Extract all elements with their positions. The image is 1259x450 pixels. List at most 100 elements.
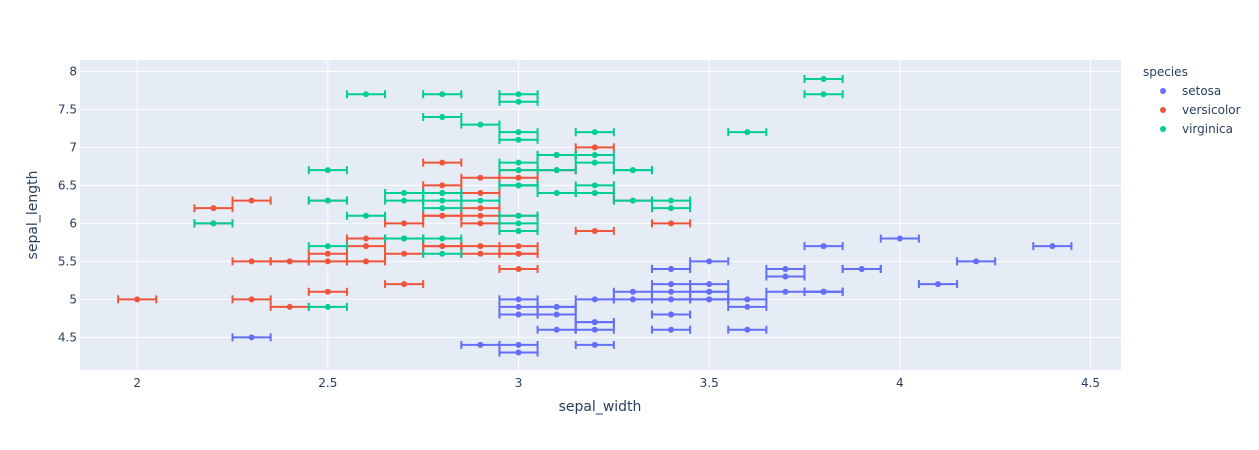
data-point-marker xyxy=(553,151,560,158)
data-point-marker xyxy=(668,296,675,303)
data-point-virginica xyxy=(307,242,348,251)
data-point-marker xyxy=(591,159,598,166)
data-point-setosa xyxy=(650,325,692,334)
data-point-marker xyxy=(973,258,980,265)
data-point-versicolor xyxy=(422,181,463,190)
x-tick-label: 3 xyxy=(515,376,523,390)
data-point-marker xyxy=(668,288,675,295)
data-point-setosa xyxy=(231,333,272,342)
data-point-virginica xyxy=(650,204,692,213)
data-point-virginica xyxy=(574,158,615,167)
data-point-virginica xyxy=(498,90,539,99)
data-point-marker xyxy=(744,303,751,310)
data-point-setosa xyxy=(841,264,882,273)
data-point-marker xyxy=(439,189,446,196)
data-point-marker xyxy=(744,326,751,333)
data-point-marker xyxy=(439,235,446,242)
data-point-versicolor xyxy=(422,158,463,167)
data-point-setosa xyxy=(765,264,806,273)
data-point-marker xyxy=(706,296,713,303)
data-point-marker xyxy=(477,197,484,204)
data-point-setosa xyxy=(498,340,539,349)
data-point-marker xyxy=(706,258,713,265)
y-tick-label: 7.5 xyxy=(58,102,77,116)
legend-marker-virginica xyxy=(1160,126,1166,132)
data-point-marker xyxy=(591,189,598,196)
data-point-marker xyxy=(439,113,446,120)
data-point-setosa xyxy=(574,325,615,334)
data-point-marker xyxy=(515,303,522,310)
data-point-marker xyxy=(515,296,522,303)
data-point-marker xyxy=(553,311,560,318)
data-point-marker xyxy=(744,296,751,303)
data-point-marker xyxy=(401,220,408,227)
data-point-marker xyxy=(668,205,675,212)
y-axis-title: sepal_length xyxy=(25,171,41,260)
data-point-versicolor xyxy=(574,226,615,235)
y-tick-label: 5.5 xyxy=(58,254,77,268)
data-point-setosa xyxy=(803,287,844,296)
x-tick-label: 2 xyxy=(133,376,141,390)
data-point-marker xyxy=(706,281,713,288)
data-point-versicolor xyxy=(498,264,539,273)
data-point-marker xyxy=(515,349,522,356)
data-point-marker xyxy=(439,243,446,250)
data-point-marker xyxy=(668,197,675,204)
data-point-setosa xyxy=(612,295,653,304)
data-point-virginica xyxy=(384,234,425,243)
legend-title: species xyxy=(1143,65,1188,79)
data-point-setosa xyxy=(879,234,920,243)
data-point-virginica xyxy=(422,196,463,205)
y-tick-label: 7 xyxy=(69,140,77,154)
data-point-setosa xyxy=(727,302,768,311)
data-point-marker xyxy=(477,212,484,219)
legend-label-versicolor: versicolor xyxy=(1182,103,1241,117)
series-setosa xyxy=(231,234,1073,357)
data-point-marker xyxy=(324,167,331,174)
data-point-marker xyxy=(858,265,865,272)
data-point-setosa xyxy=(727,325,768,334)
data-point-setosa xyxy=(956,257,997,266)
data-point-marker xyxy=(248,296,255,303)
data-point-marker xyxy=(553,326,560,333)
data-point-marker xyxy=(362,235,369,242)
data-point-marker xyxy=(782,288,789,295)
data-point-marker xyxy=(439,91,446,98)
data-point-marker xyxy=(477,205,484,212)
data-point-marker xyxy=(477,341,484,348)
data-point-marker xyxy=(591,144,598,151)
data-point-marker xyxy=(515,265,522,272)
data-point-marker xyxy=(591,182,598,189)
data-point-marker xyxy=(515,91,522,98)
data-point-versicolor xyxy=(307,287,348,296)
data-point-virginica xyxy=(498,166,539,175)
data-point-virginica xyxy=(498,158,539,167)
data-point-setosa xyxy=(1032,242,1073,251)
y-tick-label: 4.5 xyxy=(58,330,77,344)
data-point-versicolor xyxy=(460,204,501,213)
data-point-marker xyxy=(401,281,408,288)
legend-marker-setosa xyxy=(1160,88,1166,94)
plot-background xyxy=(80,60,1121,370)
data-point-versicolor xyxy=(384,280,425,289)
data-point-marker xyxy=(324,288,331,295)
grid-lines xyxy=(80,60,1121,370)
data-point-versicolor xyxy=(498,173,539,182)
x-tick-label: 2.5 xyxy=(318,376,337,390)
data-point-marker xyxy=(591,296,598,303)
data-point-marker xyxy=(668,311,675,318)
data-point-marker xyxy=(439,250,446,257)
data-point-marker xyxy=(515,98,522,105)
data-point-marker xyxy=(553,189,560,196)
data-point-setosa xyxy=(498,310,539,319)
legend-label-setosa: setosa xyxy=(1182,84,1221,98)
data-point-setosa xyxy=(803,242,844,251)
data-point-marker xyxy=(896,235,903,242)
data-point-virginica xyxy=(422,90,463,99)
data-point-marker xyxy=(324,197,331,204)
data-point-marker xyxy=(286,303,293,310)
data-point-virginica xyxy=(345,90,387,99)
data-point-marker xyxy=(439,182,446,189)
data-point-virginica xyxy=(498,97,539,106)
data-point-virginica xyxy=(498,181,539,190)
